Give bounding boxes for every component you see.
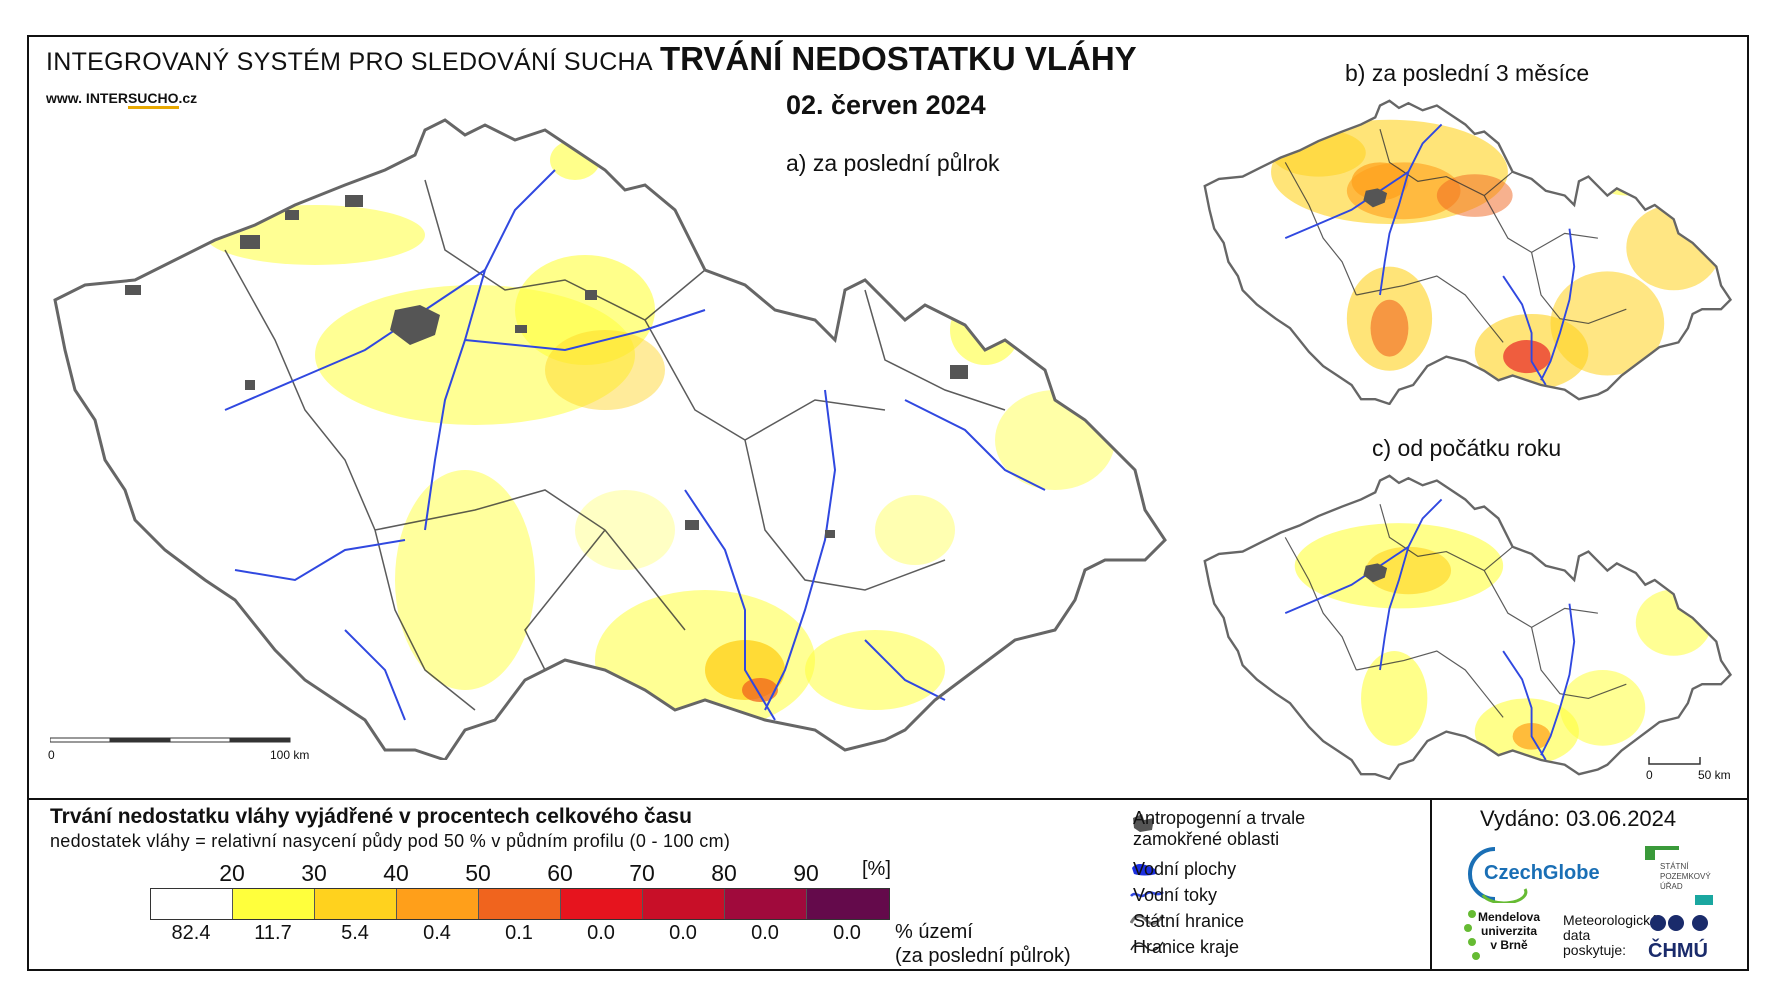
area-percentage: 0.4 [423, 922, 451, 944]
area-percentage: 0.0 [751, 922, 779, 944]
color-scale-cell [397, 889, 479, 919]
threshold-label: 80 [711, 860, 737, 886]
meteo-data-label: Meteorologická data poskytuje: [1563, 913, 1658, 958]
map-b-label: b) za poslední 3 měsíce [1345, 60, 1590, 86]
threshold-label: 70 [629, 860, 655, 886]
scale-bar-small [1648, 755, 1708, 769]
key-anthropogenic: Antropogenní a trvale zamokřené oblasti [1133, 808, 1305, 850]
mendel-dots-icon [1464, 910, 1480, 960]
color-scale-cell [315, 889, 397, 919]
chmu-label: ČHMÚ [1648, 940, 1708, 962]
state-border-icon [1130, 914, 1164, 925]
area-percentage: 82.4 [171, 922, 211, 944]
mendel-line3: v Brně [1490, 938, 1528, 952]
web-prefix: www. INTER [46, 90, 128, 106]
percent-note-line1: % území [895, 921, 973, 943]
legend-percent-note: % území (za poslední půlrok) [895, 920, 1071, 968]
czechglobe-label: CzechGlobe [1484, 862, 1600, 884]
czechglobe-logo [1468, 847, 1528, 903]
meteo-line3: poskytuje: [1563, 942, 1627, 958]
area-percentage: 0.0 [587, 922, 615, 944]
legend-subtitle: nedostatek vláhy = relativní nasycení pů… [50, 831, 731, 851]
key-anthropogenic-line1: Antropogenní a trvale [1133, 808, 1306, 828]
key-state-border: Státní hranice [1133, 911, 1245, 931]
color-scale-cell [151, 889, 233, 919]
area-percentage: 0.1 [505, 922, 533, 944]
meteo-line1: Meteorologická [1563, 912, 1658, 928]
spu-line3: ÚŘAD [1660, 882, 1683, 891]
spu-line1: STÁTNÍ [1660, 862, 1689, 871]
river-icon [1130, 890, 1164, 898]
area-percentage: 5.4 [341, 922, 369, 944]
region-border-icon [1130, 941, 1164, 952]
map-date: 02. červen 2024 [786, 90, 986, 120]
legend-unit: [%] [862, 858, 891, 880]
color-scale-cell [479, 889, 561, 919]
meteo-line2: data [1563, 927, 1591, 943]
scale-bar-main [49, 735, 300, 749]
area-percentage: 0.0 [669, 922, 697, 944]
color-scale-cell [643, 889, 725, 919]
map-a-label: a) za poslední půlrok [786, 150, 1000, 176]
map-title: TRVÁNÍ NEDOSTATKU VLÁHY [660, 40, 1137, 77]
threshold-label: 30 [301, 860, 327, 886]
issued-date: Vydáno: 03.06.2024 [1480, 806, 1677, 831]
area-percentage: 0.0 [833, 922, 861, 944]
mendel-line1: Mendelova [1478, 910, 1541, 924]
scale-small-end: 50 km [1698, 768, 1731, 782]
mendel-university-label: Mendelova univerzita v Brně [1478, 910, 1540, 952]
color-scale-cell [807, 889, 889, 919]
chmu-logo-icon [1650, 915, 1708, 931]
spu-logo [1645, 846, 1679, 860]
key-anthropogenic-line2: zamokřené oblasti [1133, 829, 1280, 849]
threshold-label: 90 [793, 860, 819, 886]
map-c-year-to-date [1203, 474, 1732, 780]
threshold-label: 50 [465, 860, 491, 886]
color-scale-cell [561, 889, 643, 919]
mendel-line2: univerzita [1481, 924, 1538, 938]
area-percentage: 11.7 [254, 922, 292, 944]
map-c-label: c) od počátku roku [1372, 435, 1562, 461]
web-suffix: .cz [178, 90, 198, 106]
key-rivers: Vodní toky [1133, 885, 1218, 905]
legend-divider [27, 798, 1749, 800]
anthropogenic-area-icon [1133, 814, 1154, 832]
scale-main-zero: 0 [48, 748, 55, 762]
threshold-label: 40 [383, 860, 409, 886]
key-region-border: Hranice kraje [1133, 937, 1240, 957]
spu-line2: POZEMKOVÝ [1660, 872, 1711, 881]
color-scale [150, 888, 890, 920]
spu-label: STÁTNÍ POZEMKOVÝ ÚŘAD [1660, 862, 1711, 892]
legend-title: Trvání nedostatku vláhy vyjádřené v proc… [50, 805, 692, 828]
web-highlight: SUCHO [127, 90, 179, 109]
map-a-half-year [53, 118, 1167, 760]
scale-small-zero: 0 [1646, 768, 1653, 782]
water-body-icon [1132, 864, 1157, 876]
website-link[interactable]: www. INTERSUCHO.cz [46, 90, 198, 109]
key-water-bodies: Vodní plochy [1133, 859, 1237, 879]
threshold-label: 60 [547, 860, 573, 886]
threshold-label: 20 [219, 860, 245, 886]
percent-note-line2: (za poslední půlrok) [895, 945, 1071, 967]
map-b-three-months [1203, 99, 1732, 405]
scale-bar-main-graphic [49, 737, 291, 743]
footer-divider [1430, 798, 1432, 971]
system-title: INTEGROVANÝ SYSTÉM PRO SLEDOVÁNÍ SUCHA [46, 48, 653, 76]
color-scale-cell [233, 889, 315, 919]
scale-main-end: 100 km [270, 748, 310, 762]
spu-accent-icon [1695, 895, 1713, 905]
color-scale-cell [725, 889, 807, 919]
scale-bar-small-graphic [1648, 757, 1701, 765]
